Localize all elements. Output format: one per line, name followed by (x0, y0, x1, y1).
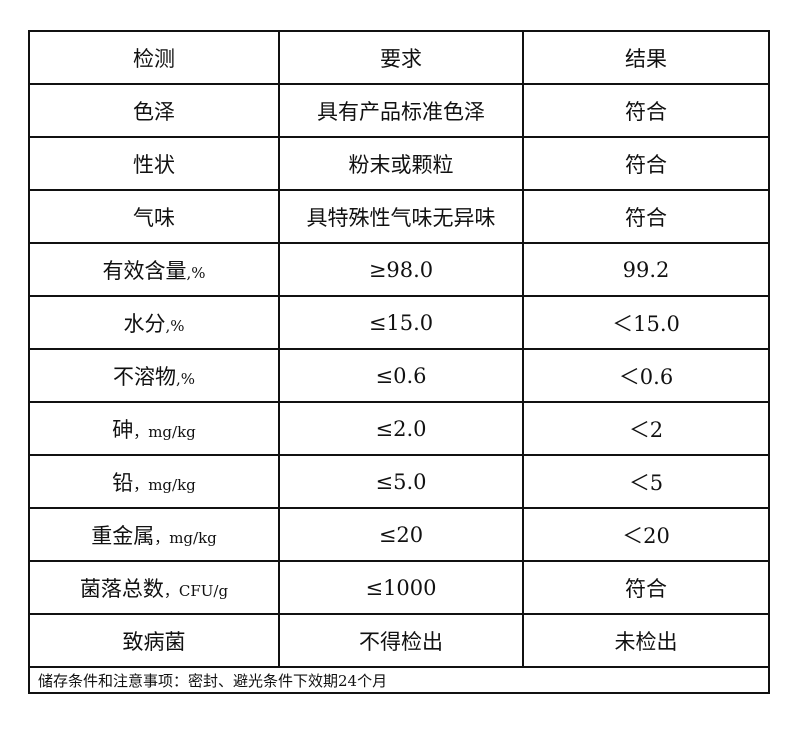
item-name: 色泽 (133, 99, 175, 124)
table-row: 致病菌 不得检出 未检出 (28, 613, 770, 668)
item-unit: ，mg/kg (154, 528, 217, 547)
table-row: 水分,% ≤15.0 ＜15.0 (28, 295, 770, 350)
cell-item: 砷，mg/kg (28, 401, 280, 456)
header-row: 检测 要求 结果 (28, 30, 770, 85)
table-row: 气味 具特殊性气味无异味 符合 (28, 189, 770, 244)
item-name: 性状 (133, 152, 175, 177)
item-unit: ,% (165, 316, 185, 335)
item-name: 重金属 (91, 523, 155, 548)
cell-item: 有效含量,% (28, 242, 280, 297)
item-name: 致病菌 (122, 629, 186, 654)
cell-item: 性状 (28, 136, 280, 191)
cell-item: 重金属，mg/kg (28, 507, 280, 562)
cell-requirement: 具有产品标准色泽 (278, 83, 524, 138)
cell-requirement: 具特殊性气味无异味 (278, 189, 524, 244)
item-unit: ,% (186, 263, 206, 282)
item-name: 水分 (123, 311, 166, 336)
header-cell-result: 结果 (522, 30, 770, 85)
header-cell-test: 检测 (28, 30, 280, 85)
item-unit: ,% (175, 369, 196, 388)
item-unit: ，CFU/g (163, 581, 229, 600)
cell-result: ＜2 (522, 401, 770, 456)
cell-result: 符合 (522, 560, 770, 615)
item-name: 砷 (112, 417, 134, 442)
cell-result: ＜0.6 (522, 348, 770, 403)
cell-item: 色泽 (28, 83, 280, 138)
item-name: 不溶物 (112, 364, 176, 389)
item-unit: ，mg/kg (133, 422, 196, 441)
item-name: 铅 (112, 470, 134, 495)
table-row: 性状 粉末或颗粒 符合 (28, 136, 770, 191)
cell-requirement: ≥98.0 (278, 242, 524, 297)
table-row: 不溶物,% ≤0.6 ＜0.6 (28, 348, 770, 403)
cell-item: 菌落总数，CFU/g (28, 560, 280, 615)
cell-result: ＜15.0 (522, 295, 770, 350)
cell-requirement: ≤2.0 (278, 401, 524, 456)
table-row: 铅，mg/kg ≤5.0 ＜5 (28, 454, 770, 509)
item-name: 有效含量 (102, 258, 187, 283)
cell-item: 气味 (28, 189, 280, 244)
cell-requirement: ≤15.0 (278, 295, 524, 350)
cell-result: ＜5 (522, 454, 770, 509)
table-row: 色泽 具有产品标准色泽 符合 (28, 83, 770, 138)
cell-result: 符合 (522, 189, 770, 244)
item-unit: ，mg/kg (133, 475, 196, 494)
table-row: 菌落总数，CFU/g ≤1000 符合 (28, 560, 770, 615)
table-row: 重金属，mg/kg ≤20 ＜20 (28, 507, 770, 562)
cell-item: 水分,% (28, 295, 280, 350)
item-name: 菌落总数 (79, 576, 164, 601)
cell-item: 铅，mg/kg (28, 454, 280, 509)
cell-item: 致病菌 (28, 613, 280, 668)
cell-requirement: ≤1000 (278, 560, 524, 615)
header-cell-requirement: 要求 (278, 30, 524, 85)
cell-result: ＜20 (522, 507, 770, 562)
item-name: 气味 (133, 205, 175, 230)
cell-requirement: 不得检出 (278, 613, 524, 668)
cell-item: 不溶物,% (28, 348, 280, 403)
cell-requirement: ≤5.0 (278, 454, 524, 509)
cell-result: 符合 (522, 83, 770, 138)
table-row: 砷，mg/kg ≤2.0 ＜2 (28, 401, 770, 456)
spec-table: 检测 要求 结果 色泽 具有产品标准色泽 符合 性状 粉末或颗粒 符合 气味 具特殊… (28, 30, 770, 694)
cell-result: 符合 (522, 136, 770, 191)
cell-requirement: 粉末或颗粒 (278, 136, 524, 191)
table-row: 有效含量,% ≥98.0 99.2 (28, 242, 770, 297)
cell-result: 99.2 (522, 242, 770, 297)
cell-requirement: ≤0.6 (278, 348, 524, 403)
cell-requirement: ≤20 (278, 507, 524, 562)
storage-note: 储存条件和注意事项：密封、避光条件下效期24个月 (28, 666, 770, 694)
cell-result: 未检出 (522, 613, 770, 668)
footer-row: 储存条件和注意事项：密封、避光条件下效期24个月 (28, 666, 770, 694)
